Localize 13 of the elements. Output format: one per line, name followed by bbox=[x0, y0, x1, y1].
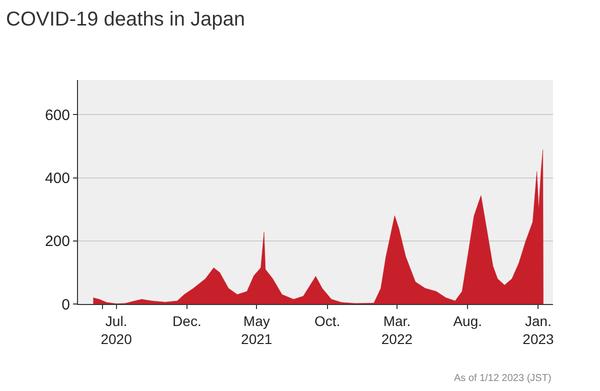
y-tick-label: 0 bbox=[62, 296, 70, 314]
x-tick-label: Oct. bbox=[314, 312, 340, 329]
text: As of 1/12 2023 (JST) bbox=[454, 373, 552, 384]
y-tick-label: 600 bbox=[44, 106, 70, 124]
y-tick-label: 400 bbox=[44, 170, 70, 188]
x-tick-label: Jan. 2023 bbox=[522, 312, 554, 347]
x-tick-label: Dec. bbox=[172, 312, 202, 329]
y-tick-label: 200 bbox=[44, 233, 70, 250]
x-tick-label: May 2021 bbox=[241, 312, 272, 347]
x-tick-label: Aug. bbox=[453, 312, 482, 329]
chart-title: COVID-19 deaths in Japan bbox=[6, 8, 246, 31]
x-tick-label: Jul. 2020 bbox=[100, 312, 132, 347]
x-tick-label: Mar. 2022 bbox=[381, 312, 413, 347]
